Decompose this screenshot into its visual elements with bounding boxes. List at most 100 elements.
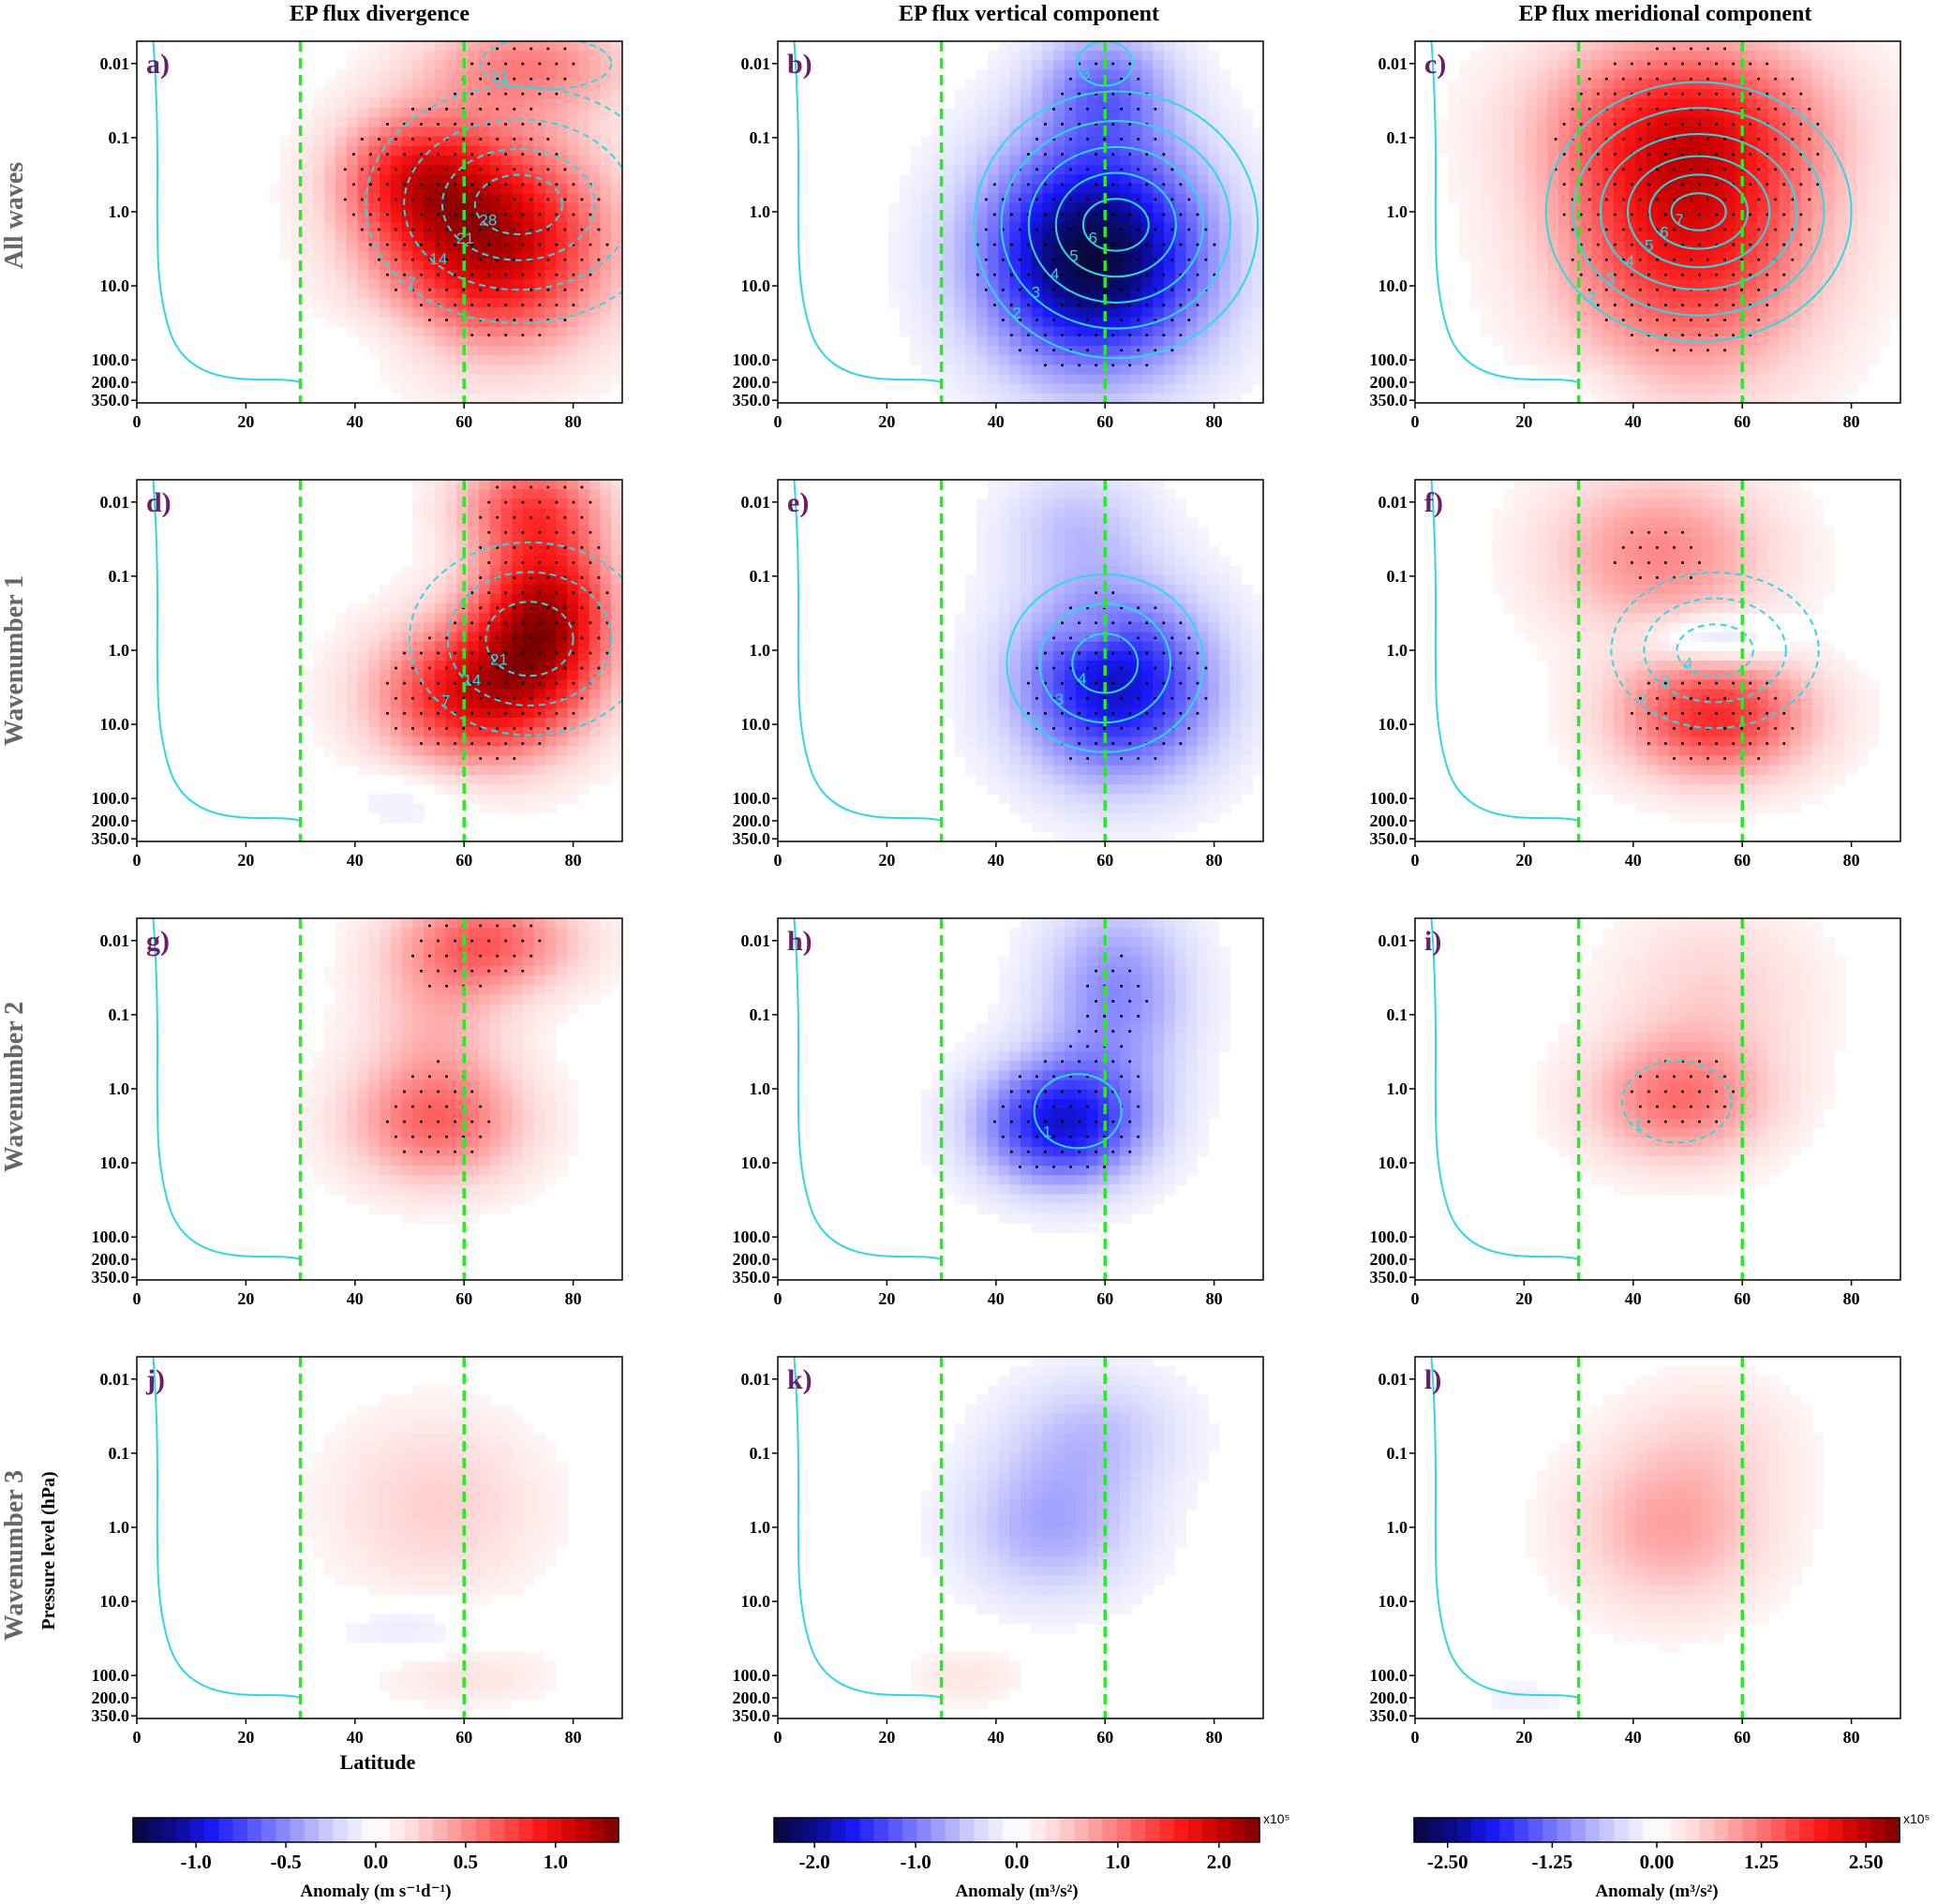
stipple-dot (1036, 349, 1038, 352)
field-cell (1679, 241, 1691, 252)
stipple-dot (479, 198, 483, 201)
field-cell (1229, 346, 1243, 356)
field-cell (401, 165, 413, 175)
field-cell (523, 202, 535, 214)
field-cell (1767, 145, 1781, 156)
field-cell (1031, 145, 1044, 156)
field-cell (479, 69, 491, 81)
field-cell (1031, 97, 1044, 109)
field-cell (412, 765, 425, 776)
field-cell (479, 794, 491, 804)
field-cell (468, 374, 480, 385)
field-cell (512, 69, 524, 81)
stipple-dot (1715, 334, 1719, 337)
field-cell (910, 335, 922, 347)
field-cell (1229, 231, 1243, 242)
field-cell (357, 212, 369, 223)
stipple-dot (1137, 228, 1140, 231)
field-cell (1801, 250, 1813, 261)
field-cell (1889, 260, 1900, 271)
stipple-dot (992, 183, 996, 186)
field-cell (976, 383, 989, 394)
field-cell (577, 145, 590, 156)
field-cell (1878, 289, 1890, 299)
field-cell (1602, 145, 1615, 156)
stipple-dot (487, 92, 491, 96)
field-cell (1065, 69, 1077, 81)
field-cell (489, 584, 502, 595)
stipple-dot (1001, 288, 1005, 291)
field-cell (434, 346, 447, 356)
field-cell (1646, 117, 1659, 128)
field-cell (412, 231, 425, 242)
field-cell (1208, 212, 1220, 223)
field-cell (1065, 60, 1077, 71)
field-cell (1536, 165, 1548, 175)
field-cell (533, 51, 546, 61)
field-cell (611, 355, 622, 365)
field-cell (1878, 269, 1890, 280)
field-cell (1547, 326, 1559, 337)
field-cell (468, 622, 480, 633)
field-cell (998, 51, 1010, 61)
field-cell (412, 480, 425, 490)
stipple-dot (563, 258, 567, 261)
field-cell (1646, 222, 1659, 232)
field-cell (931, 383, 945, 394)
field-cell (456, 69, 469, 81)
field-cell (1218, 326, 1231, 337)
field-cell (1746, 326, 1758, 337)
stipple-dot (395, 228, 397, 231)
field-cell (280, 145, 292, 156)
field-cell (368, 603, 380, 614)
field-cell (921, 317, 933, 328)
field-cell (1547, 174, 1559, 185)
field-cell (1889, 174, 1900, 185)
field-cell (556, 298, 568, 309)
field-cell (445, 374, 457, 385)
field-cell (567, 202, 579, 214)
field-cell (577, 60, 590, 71)
field-cell (489, 632, 502, 643)
field-cell (943, 193, 955, 204)
stipple-dot (428, 198, 431, 201)
stipple-dot (580, 228, 584, 231)
stipple-dot (580, 288, 584, 291)
field-cell (976, 222, 989, 232)
stipple-dot (1791, 198, 1795, 201)
field-cell (434, 307, 447, 319)
field-cell (1469, 174, 1483, 185)
field-cell (313, 698, 325, 709)
field-cell (1635, 136, 1647, 147)
y-tick-label: 200.0 (1370, 373, 1408, 392)
field-cell (380, 632, 392, 643)
field-cell (1185, 202, 1198, 214)
stipple-dot (1740, 288, 1744, 291)
field-cell (1164, 222, 1176, 232)
stipple-dot (1145, 364, 1149, 367)
field-cell (1130, 278, 1143, 290)
field-cell (1867, 79, 1880, 90)
field-cell (1811, 155, 1825, 166)
field-cell (1065, 374, 1077, 385)
field-cell (1514, 41, 1527, 52)
stipple-dot (589, 213, 592, 216)
field-cell (357, 88, 369, 99)
field-cell (434, 632, 447, 643)
stipple-dot (1663, 334, 1667, 337)
field-cell (1580, 231, 1592, 242)
field-cell (1065, 136, 1077, 147)
field-cell (1757, 136, 1769, 147)
stipple-dot (521, 213, 525, 216)
field-cell (1021, 222, 1033, 232)
field-cell (1185, 355, 1198, 365)
field-cell (479, 165, 491, 175)
field-cell (1746, 250, 1758, 261)
field-cell (556, 326, 568, 337)
field-cell (489, 574, 502, 586)
field-cell (1042, 298, 1054, 309)
field-cell (1141, 355, 1154, 365)
field-cell (380, 746, 392, 757)
field-cell (1053, 136, 1065, 147)
field-cell (479, 556, 491, 567)
